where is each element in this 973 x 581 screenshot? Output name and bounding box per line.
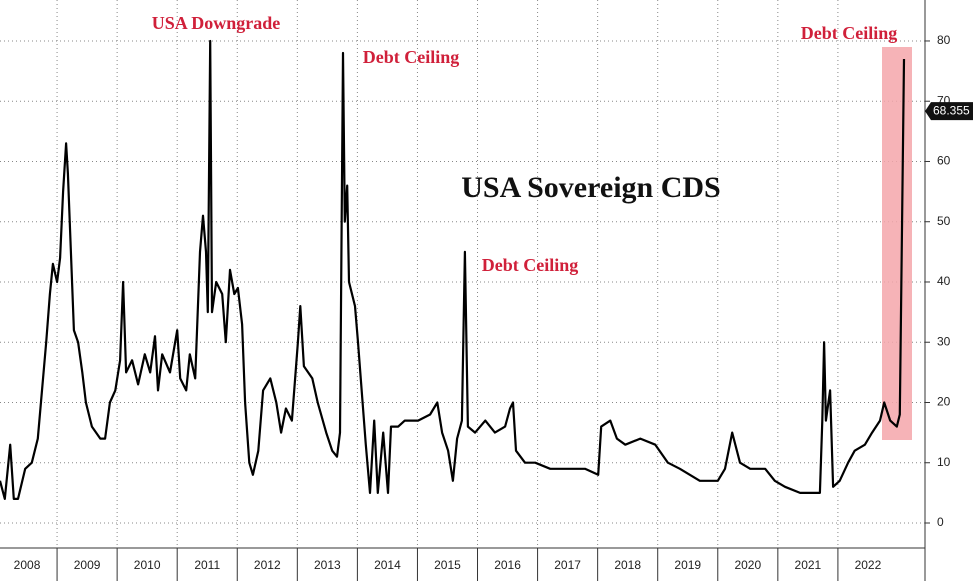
x-tick-label: 2020 (734, 558, 761, 572)
last-value-tag (925, 102, 973, 121)
x-tick-label: 2012 (254, 558, 281, 572)
x-tick-label: 2017 (554, 558, 581, 572)
data-line (0, 39, 906, 500)
y-tick-label: 40 (937, 274, 951, 288)
y-tick-label: 0 (937, 515, 944, 529)
x-tick-label: 2010 (134, 558, 161, 572)
x-tick-label: 2022 (855, 558, 882, 572)
x-tick-label: 2018 (614, 558, 641, 572)
y-tick-label: 60 (937, 154, 951, 168)
annotation: Debt Ceiling (363, 47, 460, 67)
y-tick-label: 50 (937, 214, 951, 228)
y-tick-label: 10 (937, 455, 951, 469)
x-tick-label: 2013 (314, 558, 341, 572)
x-tick-label: 2009 (74, 558, 101, 572)
last-value-label: 68.355 (933, 103, 970, 117)
x-tick-label: 2011 (194, 558, 220, 572)
annotation: USA Downgrade (152, 13, 281, 33)
y-tick-label: 80 (937, 33, 951, 47)
x-tick-label: 2019 (674, 558, 701, 572)
y-tick-label: 20 (937, 395, 951, 409)
x-tick-label: 2015 (434, 558, 461, 572)
x-tick-label: 2016 (494, 558, 521, 572)
annotation: Debt Ceiling (482, 255, 579, 275)
chart-title: USA Sovereign CDS (461, 171, 720, 204)
highlight-region (882, 47, 912, 440)
y-tick-label: 30 (937, 334, 951, 348)
annotation: Debt Ceiling (801, 23, 898, 43)
grid (0, 0, 925, 548)
x-tick-label: 2008 (14, 558, 41, 572)
x-tick-label: 2014 (374, 558, 401, 572)
x-tick-label: 2021 (795, 558, 822, 572)
